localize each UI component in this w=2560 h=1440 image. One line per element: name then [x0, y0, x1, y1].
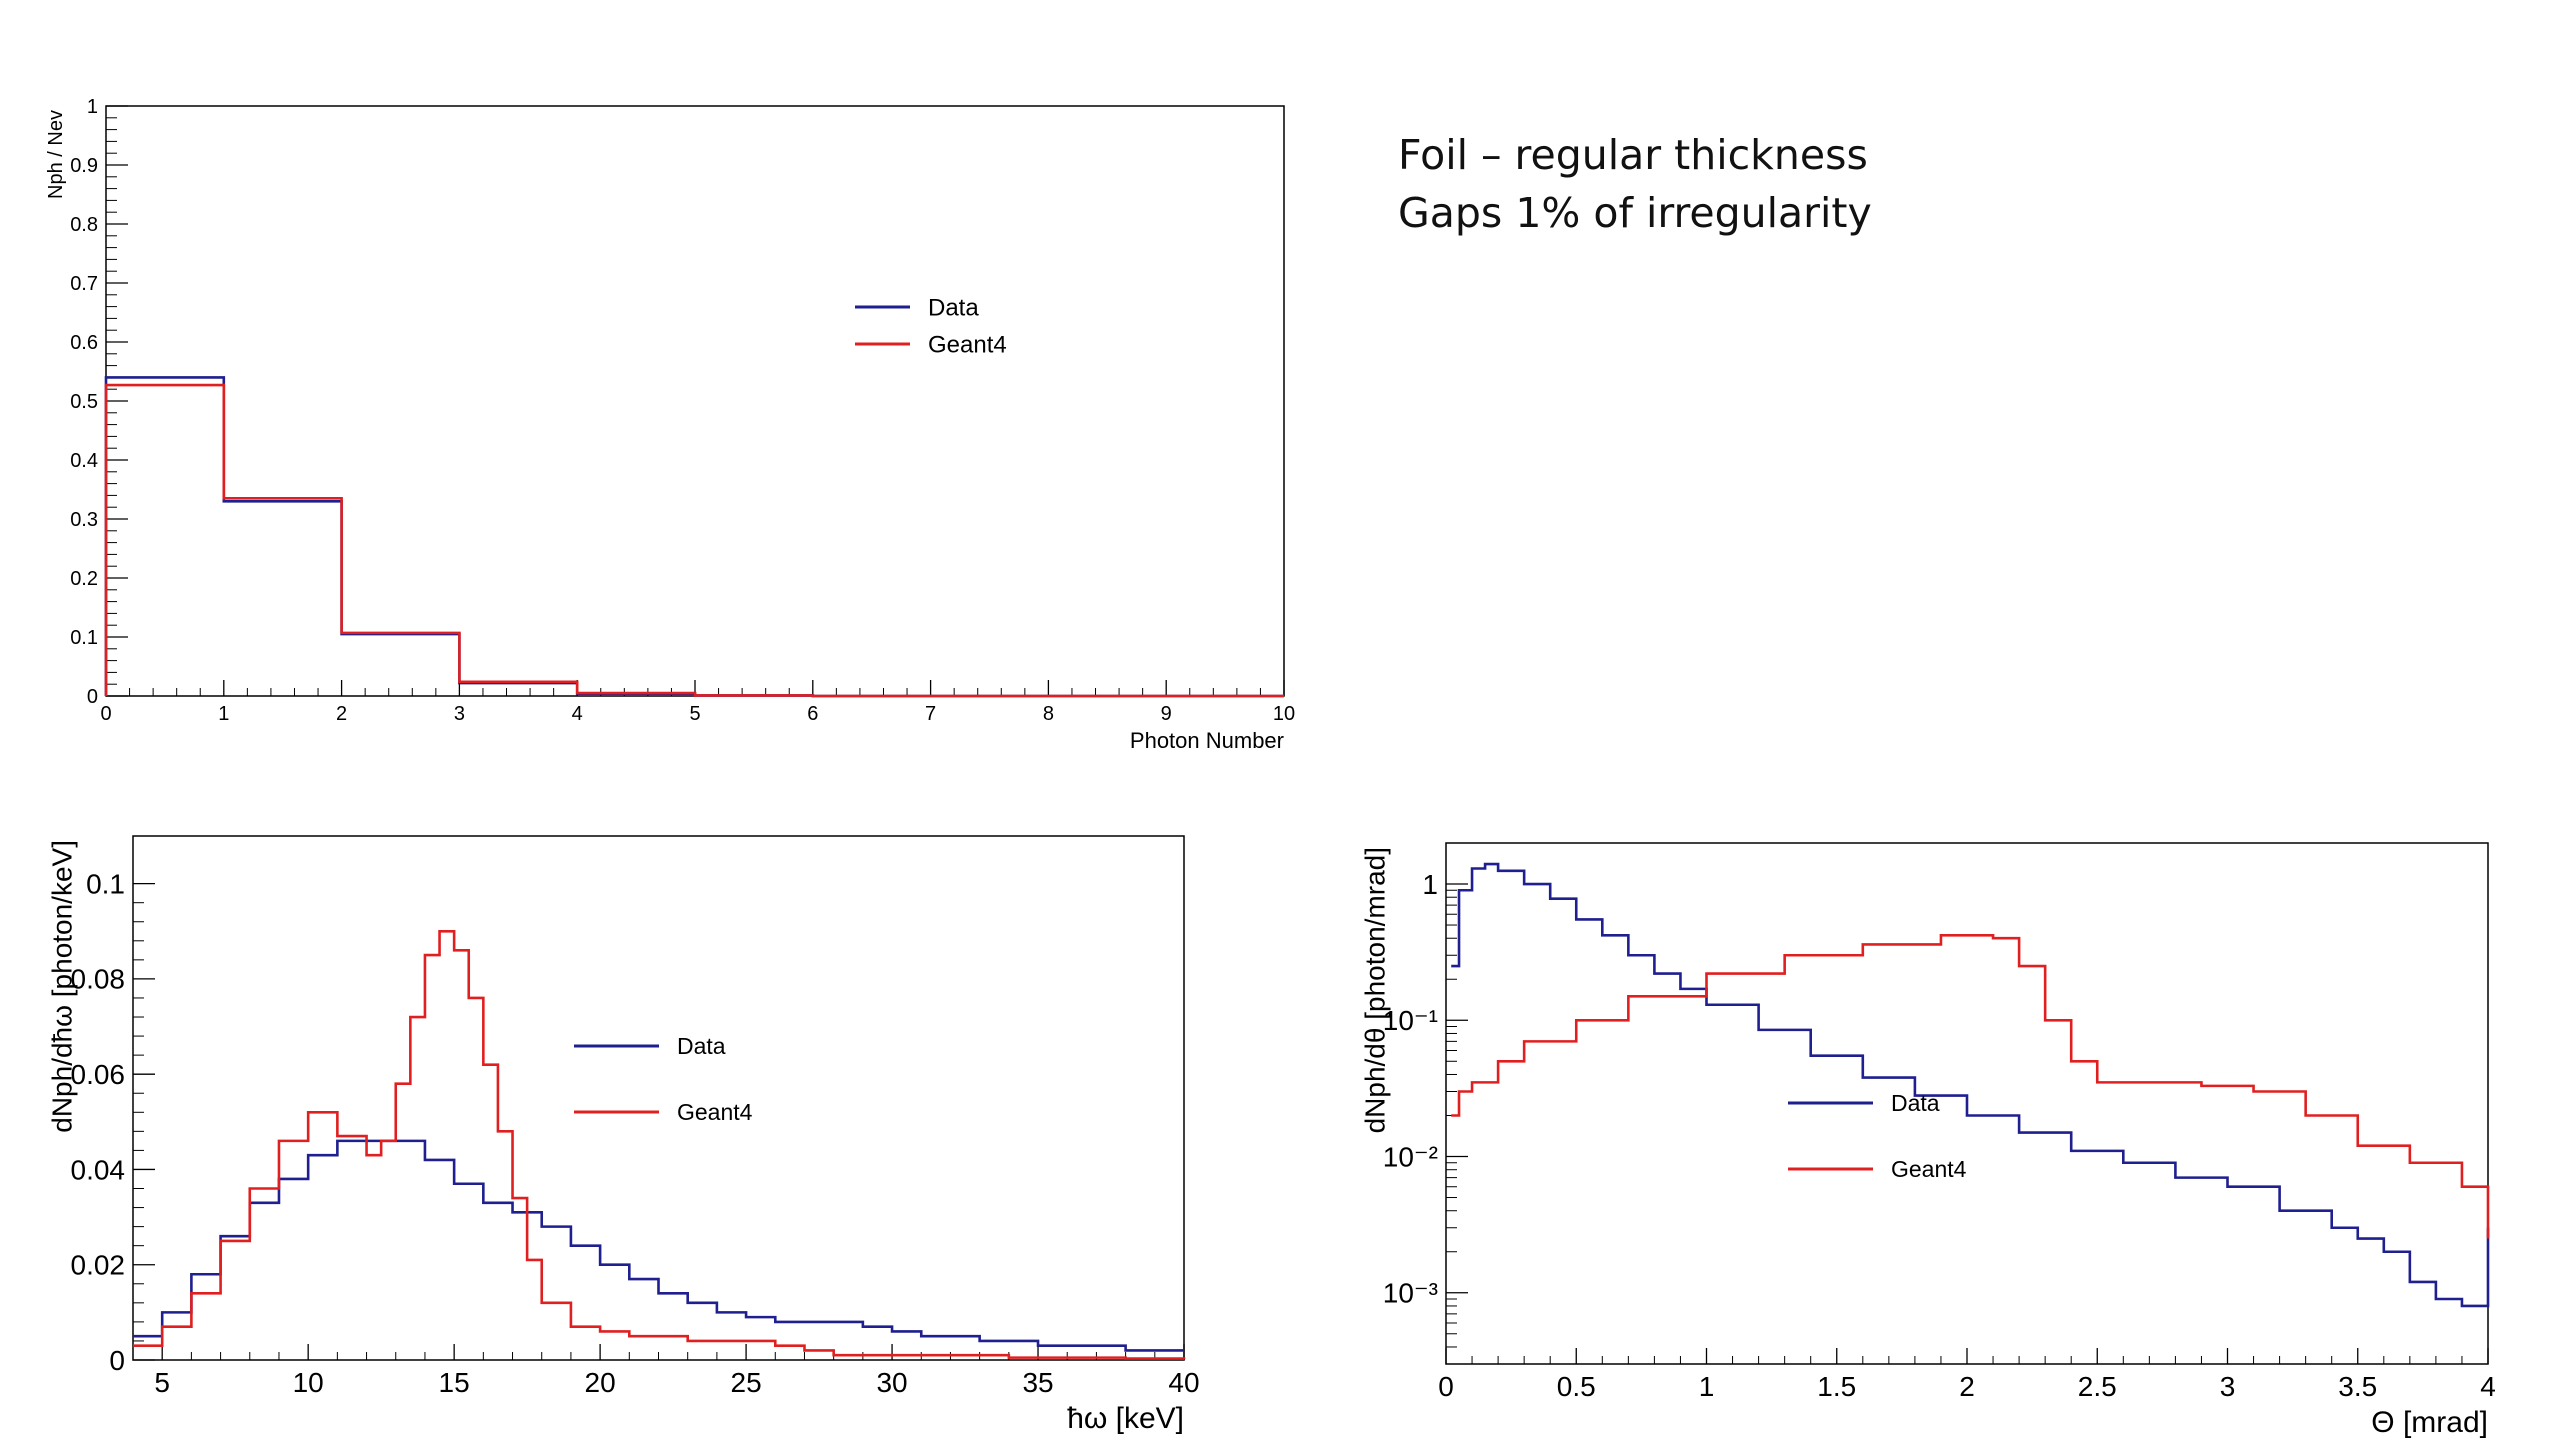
x-tick-label: 2	[336, 703, 347, 725]
x-tick-label: 5	[154, 1367, 170, 1398]
y-tick-label: 1	[87, 96, 98, 118]
x-axis-label: Θ [mrad]	[2371, 1406, 2488, 1439]
y-axis-label: dNph/dħω [photon/keV]	[46, 840, 77, 1133]
y-tick-label: 0	[109, 1345, 125, 1376]
y-tick-label: 0.5	[70, 391, 98, 413]
legend: Data Geant4	[855, 294, 1007, 358]
x-tick-label: 15	[439, 1367, 470, 1398]
x-tick-label: 10	[293, 1367, 324, 1398]
x-tick-label: 1	[1699, 1371, 1715, 1402]
legend-label-data: Data	[677, 1033, 726, 1059]
legend-label-geant4: Geant4	[928, 331, 1007, 358]
legend-label-data: Data	[1891, 1090, 1940, 1116]
x-axis-label: Photon Number	[1130, 728, 1284, 753]
y-tick-label: 0.1	[70, 627, 98, 649]
x-tick-label: 5	[689, 703, 700, 725]
series-data-line	[133, 1139, 1184, 1352]
x-tick-label: 1	[218, 703, 229, 725]
x-tick-label: 3.5	[2338, 1371, 2377, 1402]
chart-angular-distribution: 0 0.5 1 1.5 2 2.5 3 3.5 4 10⁻³ 10⁻² 10⁻¹ 1 Θ [mrad] dN…	[1359, 842, 2496, 1439]
y-tick-label: 0.3	[70, 509, 98, 531]
x-tick-label: 2.5	[2078, 1371, 2117, 1402]
legend-label-data: Data	[928, 294, 979, 321]
chart-energy-spectrum: 5 10 15 20 25 30 35 40 0 0.02 0.04 0.06 0.08 0.1 ħω [k…	[46, 835, 1200, 1435]
x-tick-label: 3	[2220, 1371, 2236, 1402]
x-tick-label: 0	[1438, 1371, 1454, 1402]
x-tick-label: 6	[807, 703, 818, 725]
x-tick-label: 25	[731, 1367, 762, 1398]
chart-photon-number: 0 1 2 3 4 5 6 7 8 9 10 0 0.1 0.2 0.3 0.4 0.5 0.6 0.7 0.8 0.9…	[45, 96, 1295, 753]
y-tick-label: 0.6	[70, 332, 98, 354]
y-tick-label: 0.8	[70, 214, 98, 236]
x-tick-label: 40	[1168, 1367, 1199, 1398]
x-tick-label: 0	[100, 703, 111, 725]
x-tick-label: 8	[1043, 703, 1054, 725]
y-tick-label: 0.9	[70, 155, 98, 177]
y-tick-label: 0.06	[71, 1059, 126, 1090]
y-axis-label: Nph / Nev	[45, 110, 67, 199]
series-geant4-line	[1451, 934, 2490, 1239]
plot-frame	[105, 105, 1285, 697]
x-tick-label: 0.5	[1557, 1371, 1596, 1402]
note-line-2: Gaps 1% of irregularity	[1398, 189, 1872, 237]
y-tick-label: 0.7	[70, 273, 98, 295]
x-tick-label: 2	[1959, 1371, 1975, 1402]
x-tick-label: 3	[454, 703, 465, 725]
x-tick-label: 4	[2480, 1371, 2496, 1402]
x-axis-label: ħω [keV]	[1067, 1402, 1184, 1435]
series-geant4-line	[133, 929, 1186, 1360]
x-tick-label: 4	[572, 703, 583, 725]
y-tick-label: 1	[1422, 869, 1438, 900]
note-line-1: Foil – regular thickness	[1398, 131, 1868, 179]
y-tick-label: 0.2	[70, 568, 98, 590]
x-tick-label: 7	[925, 703, 936, 725]
series-data-line	[1451, 862, 2490, 1308]
y-tick-label: 0.4	[70, 450, 98, 472]
y-tick-label: 0	[87, 686, 98, 708]
x-tick-label: 30	[876, 1367, 907, 1398]
x-tick-label: 1.5	[1817, 1371, 1856, 1402]
legend: Data Geant4	[574, 1033, 753, 1125]
y-tick-label: 10⁻³	[1383, 1278, 1438, 1309]
legend-label-geant4: Geant4	[1891, 1156, 1967, 1182]
x-tick-label: 10	[1273, 703, 1295, 725]
y-tick-label: 10⁻²	[1383, 1141, 1438, 1172]
series-data-line	[104, 376, 1284, 698]
series-geant4-line	[104, 383, 1284, 698]
x-tick-label: 9	[1161, 703, 1172, 725]
y-axis-label: dNph/dθ [photon/mrad]	[1359, 847, 1390, 1133]
x-tick-label: 35	[1022, 1367, 1053, 1398]
annotation-note: Foil – regular thickness Gaps 1% of irre…	[1398, 126, 1872, 242]
y-tick-label: 0.02	[71, 1250, 126, 1281]
legend: Data Geant4	[1788, 1090, 1967, 1182]
x-tick-label: 20	[585, 1367, 616, 1398]
y-tick-label: 0.1	[86, 868, 125, 899]
y-tick-label: 10⁻¹	[1383, 1005, 1438, 1036]
y-tick-label: 0.04	[71, 1154, 126, 1185]
y-tick-label: 0.08	[71, 964, 126, 995]
legend-label-geant4: Geant4	[677, 1099, 753, 1125]
